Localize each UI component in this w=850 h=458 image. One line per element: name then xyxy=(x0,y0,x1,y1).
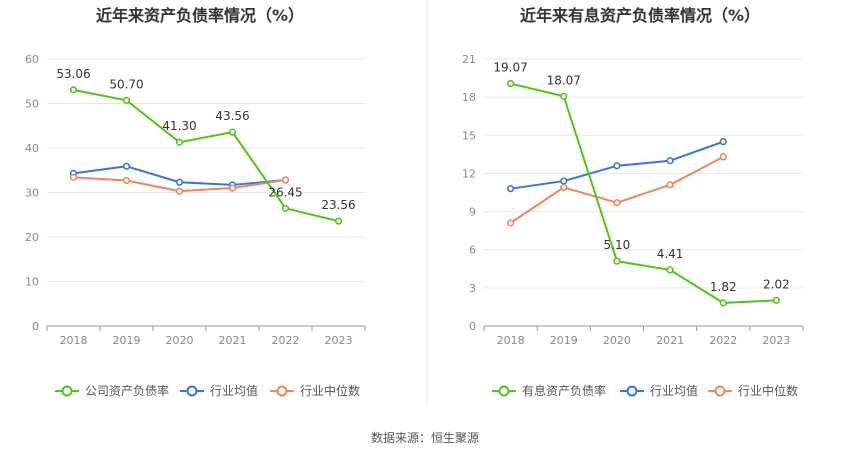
data-point[interactable] xyxy=(666,181,674,189)
data-point[interactable] xyxy=(719,138,727,146)
data-label: 26.45 xyxy=(268,185,302,199)
data-point[interactable] xyxy=(666,157,674,165)
data-point[interactable] xyxy=(281,176,290,184)
data-point[interactable] xyxy=(719,153,727,161)
data-point[interactable] xyxy=(175,138,184,146)
legend-item[interactable]: 行业中位数 xyxy=(270,383,360,398)
legend-label: 行业中位数 xyxy=(300,383,360,398)
legend-item[interactable]: 行业均值 xyxy=(620,383,698,398)
series-line xyxy=(510,82,777,304)
data-point[interactable] xyxy=(122,176,131,185)
y-tick-label: 0 xyxy=(469,320,476,333)
chart-title: 近年来资产负债率情况（%） xyxy=(96,6,304,25)
source-note: 数据来源：恒生聚源 xyxy=(371,430,479,445)
data-point[interactable] xyxy=(122,96,131,104)
y-tick-label: 60 xyxy=(25,53,39,66)
chart-title: 近年来有息资产负债率情况（%） xyxy=(520,6,760,25)
legend-label: 行业均值 xyxy=(210,383,258,398)
x-tick-label: 2023 xyxy=(762,334,790,347)
x-tick-label: 2022 xyxy=(709,334,737,347)
x-tick-label: 2019 xyxy=(550,334,578,347)
x-tick-label: 2023 xyxy=(325,334,353,347)
data-point[interactable] xyxy=(772,296,781,304)
y-tick-label: 0 xyxy=(32,320,39,333)
x-tick-label: 2019 xyxy=(113,334,141,347)
data-label: 50.70 xyxy=(109,77,143,91)
y-tick-label: 40 xyxy=(25,142,39,155)
y-tick-label: 20 xyxy=(25,231,39,244)
legend-item[interactable]: 行业中位数 xyxy=(708,383,798,398)
legend-label: 有息资产负债率 xyxy=(522,383,606,398)
data-point[interactable] xyxy=(175,178,184,186)
y-tick-label: 3 xyxy=(469,282,476,295)
y-tick-label: 30 xyxy=(25,187,39,200)
legend-label: 公司资产负债率 xyxy=(85,383,169,398)
x-tick-label: 2020 xyxy=(603,334,631,347)
x-tick-label: 2020 xyxy=(166,334,194,347)
data-point[interactable] xyxy=(334,217,343,225)
y-tick-label: 9 xyxy=(469,206,476,219)
legend-item[interactable]: 公司资产负债率 xyxy=(55,383,169,398)
data-point[interactable] xyxy=(560,177,568,185)
data-label: 23.56 xyxy=(321,198,355,212)
data-point[interactable] xyxy=(613,162,621,170)
data-label: 18.07 xyxy=(547,73,581,87)
legend-marker xyxy=(714,385,726,397)
data-point[interactable] xyxy=(666,266,674,274)
y-tick-label: 6 xyxy=(469,244,476,257)
legend-label: 行业中位数 xyxy=(738,383,798,398)
data-point[interactable] xyxy=(175,187,184,195)
data-point[interactable] xyxy=(69,173,78,181)
y-tick-label: 12 xyxy=(462,167,476,180)
x-tick-label: 2021 xyxy=(656,334,684,347)
data-point[interactable] xyxy=(560,183,568,192)
data-label: 41.30 xyxy=(162,119,196,133)
data-label: 43.56 xyxy=(215,109,249,123)
legend-marker xyxy=(626,385,638,397)
data-label: 1.82 xyxy=(710,280,737,294)
data-point[interactable] xyxy=(69,86,78,94)
x-tick-label: 2018 xyxy=(497,334,525,347)
y-tick-label: 50 xyxy=(25,98,39,111)
legend-label: 行业均值 xyxy=(650,383,698,398)
legend-marker xyxy=(61,385,73,397)
data-label: 5.10 xyxy=(604,238,631,252)
y-tick-label: 10 xyxy=(25,276,39,289)
data-point[interactable] xyxy=(281,204,290,212)
data-label: 53.06 xyxy=(56,67,90,81)
series-line xyxy=(73,88,339,223)
data-point[interactable] xyxy=(228,128,237,136)
legend-marker xyxy=(186,385,198,397)
data-point[interactable] xyxy=(506,219,515,227)
legend-marker xyxy=(498,385,510,397)
data-point[interactable] xyxy=(719,299,727,307)
data-point[interactable] xyxy=(506,185,515,193)
interest-bearing-debt-ratio-chart: 近年来有息资产负债率情况（%） 0 3 6 9 12 15 18 21 2018 2019 2020… xyxy=(462,6,804,398)
y-tick-label: 21 xyxy=(462,53,476,66)
x-tick-label: 2021 xyxy=(219,334,247,347)
data-point[interactable] xyxy=(560,92,568,100)
x-tick-label: 2018 xyxy=(60,334,88,347)
data-label: 4.41 xyxy=(657,247,684,261)
data-label: 2.02 xyxy=(763,277,790,291)
data-point[interactable] xyxy=(506,79,515,88)
legend-marker xyxy=(276,385,288,397)
legend-item[interactable]: 有息资产负债率 xyxy=(492,383,606,398)
legend-item[interactable]: 行业均值 xyxy=(180,383,258,398)
data-point[interactable] xyxy=(613,257,621,265)
data-point[interactable] xyxy=(613,199,621,207)
data-label: 19.07 xyxy=(493,61,527,75)
data-point[interactable] xyxy=(228,184,237,192)
y-tick-label: 15 xyxy=(462,129,476,142)
y-tick-label: 18 xyxy=(462,91,476,104)
data-point[interactable] xyxy=(122,162,131,170)
x-tick-label: 2022 xyxy=(272,334,300,347)
debt-ratio-chart: 近年来资产负债率情况（%） 0 10 20 30 40 50 60 2018 2019 2020 2… xyxy=(25,6,366,398)
